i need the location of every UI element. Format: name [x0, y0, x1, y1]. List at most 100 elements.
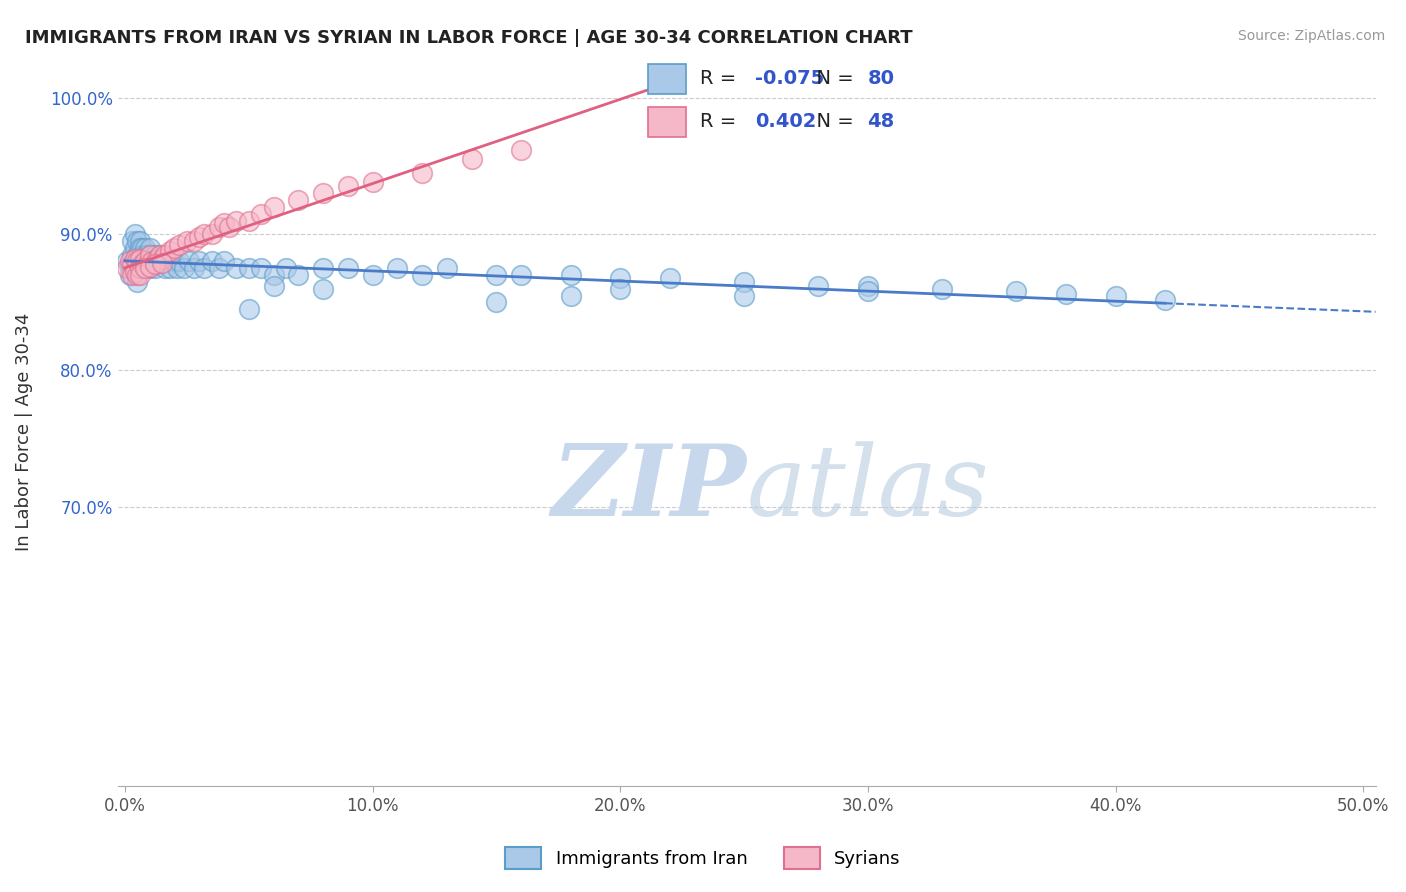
Point — [127, 247, 149, 261]
Point — [124, 241, 146, 255]
Point — [138, 247, 160, 261]
Point — [136, 261, 159, 276]
Point — [312, 186, 335, 201]
Point — [183, 261, 205, 276]
Point — [856, 279, 879, 293]
Point — [150, 254, 173, 268]
Point — [128, 261, 150, 276]
Point — [127, 268, 149, 282]
Point — [127, 234, 149, 248]
Point — [560, 268, 582, 282]
Text: IMMIGRANTS FROM IRAN VS SYRIAN IN LABOR FORCE | AGE 30-34 CORRELATION CHART: IMMIGRANTS FROM IRAN VS SYRIAN IN LABOR … — [25, 29, 912, 46]
Point — [124, 252, 146, 266]
Point — [238, 302, 260, 317]
Point — [201, 254, 224, 268]
Point — [146, 254, 169, 268]
Point — [1054, 287, 1077, 301]
Point — [138, 260, 160, 274]
Point — [134, 261, 156, 276]
Point — [173, 261, 195, 276]
Point — [138, 247, 160, 261]
Point — [411, 268, 433, 282]
Point — [118, 268, 141, 282]
Point — [163, 241, 186, 255]
Point — [169, 254, 191, 268]
Point — [263, 268, 285, 282]
Point — [118, 261, 141, 276]
Point — [658, 270, 681, 285]
Point — [128, 234, 150, 248]
Point — [287, 193, 309, 207]
Text: 0.402: 0.402 — [755, 112, 817, 131]
Text: R =: R = — [700, 70, 742, 88]
Point — [208, 261, 231, 276]
Point — [807, 279, 830, 293]
Point — [460, 152, 482, 166]
Point — [128, 254, 150, 268]
Point — [361, 175, 384, 189]
Point — [141, 254, 163, 268]
Point — [733, 275, 755, 289]
Point — [127, 261, 149, 276]
Point — [238, 213, 260, 227]
Point — [287, 268, 309, 282]
Point — [312, 261, 335, 276]
Point — [336, 261, 359, 276]
Point — [146, 252, 169, 266]
Point — [510, 143, 533, 157]
Point — [121, 234, 143, 248]
Point — [121, 247, 143, 261]
Point — [159, 261, 181, 276]
Point — [163, 254, 186, 268]
Point — [153, 261, 176, 276]
Point — [134, 261, 156, 276]
Point — [274, 261, 297, 276]
Point — [143, 261, 166, 276]
Point — [134, 261, 156, 276]
Text: ZIP: ZIP — [551, 441, 747, 537]
Point — [560, 288, 582, 302]
Point — [1104, 288, 1126, 302]
Text: Source: ZipAtlas.com: Source: ZipAtlas.com — [1237, 29, 1385, 43]
Point — [312, 282, 335, 296]
Point — [136, 257, 159, 271]
Text: -0.075: -0.075 — [755, 70, 824, 88]
Point — [188, 230, 211, 244]
Point — [149, 247, 172, 261]
Point — [128, 268, 150, 282]
Point — [117, 261, 139, 276]
FancyBboxPatch shape — [648, 64, 686, 94]
Point — [263, 279, 285, 293]
Point — [238, 261, 260, 276]
Point — [166, 261, 188, 276]
Text: atlas: atlas — [747, 441, 990, 536]
Point — [149, 247, 172, 261]
Point — [118, 254, 141, 268]
Point — [143, 257, 166, 271]
Point — [208, 220, 231, 235]
FancyBboxPatch shape — [648, 107, 686, 136]
Point — [143, 247, 166, 261]
Point — [733, 288, 755, 302]
Point — [128, 241, 150, 255]
Point — [121, 261, 143, 276]
Point — [127, 275, 149, 289]
Text: 80: 80 — [868, 70, 894, 88]
Point — [131, 257, 153, 271]
Point — [485, 295, 508, 310]
Point — [361, 268, 384, 282]
Point — [179, 254, 201, 268]
Point — [225, 261, 247, 276]
Point — [128, 252, 150, 266]
Point — [411, 166, 433, 180]
Point — [136, 247, 159, 261]
Point — [609, 270, 631, 285]
Point — [218, 220, 240, 235]
Text: N =: N = — [804, 112, 860, 131]
Point — [150, 256, 173, 270]
Point — [609, 282, 631, 296]
Point — [156, 254, 179, 268]
Legend: Immigrants from Iran, Syrians: Immigrants from Iran, Syrians — [496, 838, 910, 879]
Point — [193, 261, 215, 276]
Point — [150, 252, 173, 266]
